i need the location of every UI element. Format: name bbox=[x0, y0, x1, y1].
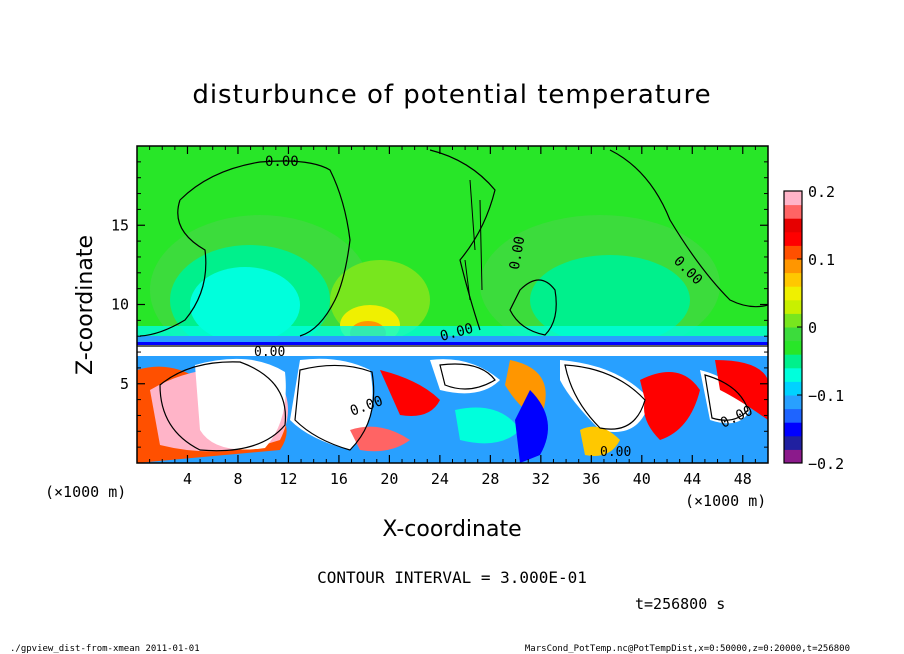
x-tick-label: 36 bbox=[582, 470, 600, 488]
field-anomaly bbox=[380, 370, 440, 416]
chart-title: disturbunce of potential temperature bbox=[192, 80, 711, 110]
contour-line bbox=[294, 364, 375, 451]
colorbar bbox=[784, 191, 802, 464]
colorbar-swatch bbox=[784, 191, 802, 206]
colorbar-swatch bbox=[784, 435, 802, 450]
x-tick-label: 4 bbox=[183, 470, 192, 488]
contour-interval: CONTOUR INTERVAL = 3.000E-01 bbox=[317, 568, 587, 587]
field-band bbox=[137, 345, 768, 357]
footer-right: MarsCond_PotTemp.nc@PotTempDist,x=0:5000… bbox=[525, 644, 850, 654]
x-axis: 4 8 12 16 20 24 28 32 36 40 44 48 bbox=[149, 146, 756, 488]
contour-line bbox=[704, 374, 749, 421]
colorbar-swatch bbox=[784, 231, 802, 246]
contour-line bbox=[509, 279, 557, 336]
y-tick-label: 15 bbox=[111, 216, 129, 234]
colorbar-tick-label: 0.2 bbox=[808, 183, 835, 201]
colorbar-swatch bbox=[784, 259, 802, 274]
field-anomaly bbox=[515, 390, 548, 463]
colorbar-swatch bbox=[784, 204, 802, 219]
x-tick-label: 44 bbox=[683, 470, 701, 488]
field-band bbox=[137, 336, 768, 344]
colorbar-swatch bbox=[784, 299, 802, 314]
colorbar-swatch bbox=[784, 272, 802, 287]
x-axis-label: X-coordinate bbox=[382, 517, 521, 542]
colorbar-swatch bbox=[784, 313, 802, 328]
x-tick-label: 40 bbox=[633, 470, 651, 488]
colorbar-swatch bbox=[784, 245, 802, 260]
contour-label: 0.00 bbox=[265, 154, 299, 170]
colorbar-ticks: 0.2 0.1 0 −0.1 −0.2 bbox=[797, 183, 844, 473]
time-label: t=256800 s bbox=[635, 595, 725, 613]
colorbar-tick-label: −0.2 bbox=[808, 455, 844, 473]
y-tick-label: 5 bbox=[120, 375, 129, 393]
contour-line bbox=[159, 361, 287, 452]
contour-line bbox=[139, 199, 207, 337]
x-tick-label: 16 bbox=[330, 470, 348, 488]
x-tick-label: 32 bbox=[532, 470, 550, 488]
x-tick-label: 20 bbox=[380, 470, 398, 488]
x-tick-label: 24 bbox=[431, 470, 449, 488]
field-anomaly bbox=[350, 426, 410, 452]
contour-line bbox=[464, 179, 483, 301]
field-anomaly bbox=[455, 407, 520, 444]
footer-left: ./gpview_dist-from-xmean 2011-01-01 bbox=[10, 644, 200, 654]
contour-label: 0.00 bbox=[254, 345, 285, 360]
contour-label: 0.00 bbox=[600, 445, 631, 460]
colorbar-swatch bbox=[784, 367, 802, 382]
field-anomaly bbox=[190, 267, 300, 343]
field-anomaly bbox=[715, 360, 768, 420]
x-tick-label: 48 bbox=[734, 470, 752, 488]
colorbar-swatch bbox=[784, 218, 802, 233]
field-anomaly bbox=[640, 372, 700, 440]
field-anomaly bbox=[290, 358, 373, 450]
colorbar-swatch bbox=[784, 408, 802, 423]
field-anomaly bbox=[560, 360, 650, 432]
field-band bbox=[137, 342, 768, 347]
contour-line bbox=[564, 364, 646, 430]
x-tick-label: 8 bbox=[233, 470, 242, 488]
field-band bbox=[137, 326, 768, 338]
colorbar-swatch bbox=[784, 449, 802, 464]
colorbar-swatch bbox=[784, 340, 802, 355]
colorbar-swatch bbox=[784, 354, 802, 369]
field-anomaly bbox=[530, 255, 690, 345]
field-anomaly bbox=[195, 358, 286, 450]
x-tick-label: 28 bbox=[481, 470, 499, 488]
colorbar-tick-label: −0.1 bbox=[808, 387, 844, 405]
colorbar-swatch bbox=[784, 286, 802, 301]
x-tick-label: 12 bbox=[279, 470, 297, 488]
plot-area bbox=[137, 146, 768, 463]
x-unit-right: (×1000 m) bbox=[685, 492, 766, 510]
colorbar-tick-label: 0.1 bbox=[808, 251, 835, 269]
field-anomaly bbox=[430, 359, 500, 394]
contour-label: 0.00 bbox=[507, 235, 529, 271]
colorbar-swatch bbox=[784, 422, 802, 437]
contour-lines bbox=[137, 149, 768, 452]
y-axis: 5 10 15 bbox=[111, 161, 768, 448]
contour-line bbox=[439, 363, 496, 390]
field-anomaly bbox=[580, 426, 620, 456]
field-anomaly bbox=[700, 370, 750, 424]
y-axis-label: Z-coordinate bbox=[73, 235, 98, 375]
contour-line bbox=[179, 160, 351, 337]
y-tick-label: 10 bbox=[111, 296, 129, 314]
colorbar-swatch bbox=[784, 327, 802, 342]
contour-line bbox=[609, 149, 768, 308]
colorbar-swatch bbox=[784, 395, 802, 410]
x-unit-left: (×1000 m) bbox=[45, 483, 126, 501]
colorbar-tick-label: 0 bbox=[808, 319, 817, 337]
colorbar-swatch bbox=[784, 381, 802, 396]
